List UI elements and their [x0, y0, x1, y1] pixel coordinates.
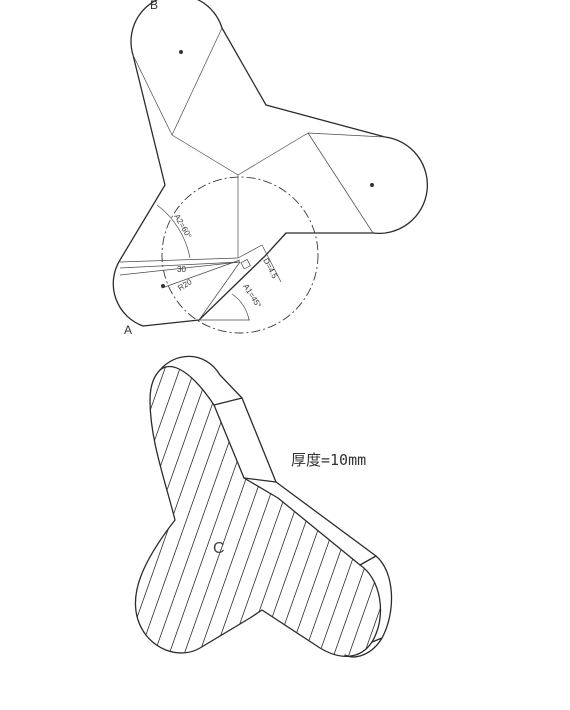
hatch-line [445, 340, 565, 680]
hatch-line [400, 340, 520, 680]
isometric-view: C 厚度=10mm [134, 340, 570, 680]
dim-d: D=4.5 [261, 257, 279, 281]
hatch-line [144, 366, 266, 657]
hatch-line [430, 340, 550, 680]
hatch-line [369, 366, 381, 657]
iso-front-face [134, 365, 382, 658]
face-hatching [135, 340, 570, 680]
hatch-line [520, 340, 570, 680]
construction-lines [119, 27, 386, 321]
centre-point-a [161, 284, 165, 288]
hatch-line [135, 366, 236, 657]
hatch-line [249, 366, 371, 657]
hatch-line [490, 340, 570, 680]
dim-r: R20 [176, 277, 194, 293]
hatch-line [135, 366, 191, 657]
hatch-line [219, 366, 341, 657]
centre-point-b [179, 50, 183, 54]
hatch-line [135, 366, 221, 657]
centre-point-right [370, 183, 374, 187]
dim-len: 30 [177, 265, 186, 274]
hatch-line [460, 340, 570, 680]
hatch-line [475, 340, 570, 680]
hatch-line [135, 366, 206, 657]
label-b: B [150, 0, 158, 12]
hatch-line [505, 340, 570, 680]
top-view-outline [112, 0, 428, 327]
hatch-line [135, 366, 176, 657]
hatch-line [324, 366, 381, 657]
iso-back-edge [159, 355, 393, 658]
thickness-note: 厚度=10mm [291, 451, 366, 469]
hatch-line [234, 366, 356, 657]
hatch-line [279, 366, 381, 657]
hatch-line [385, 340, 505, 680]
dim-a1: A1=45° [241, 282, 263, 309]
hatch-line [159, 366, 281, 657]
hatch-line [264, 366, 381, 657]
label-a: A [124, 323, 132, 337]
construction-circle [161, 176, 319, 334]
hatch-line [339, 366, 381, 657]
hatch-line [415, 340, 535, 680]
hatch-line [309, 366, 381, 657]
top-view: B A A2=60° 30 R20 D=4.5 A1=45° [112, 0, 428, 337]
hatch-line [204, 366, 326, 657]
hatch-line [354, 366, 381, 657]
label-c: C [213, 540, 225, 557]
